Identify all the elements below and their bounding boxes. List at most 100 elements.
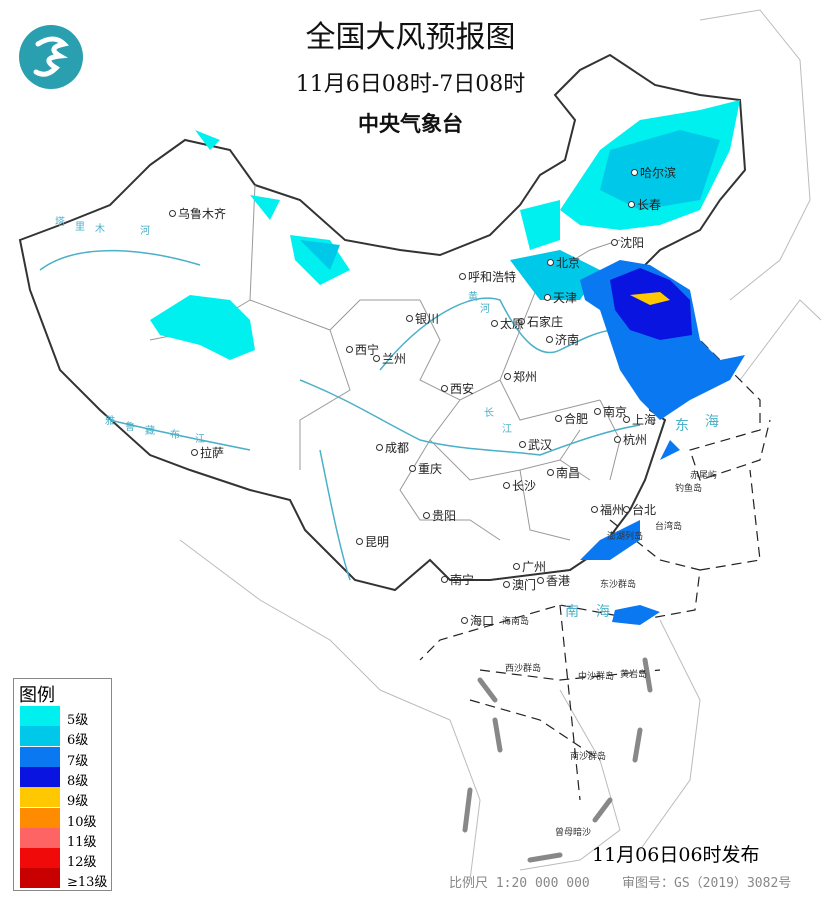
city-label: 西宁 xyxy=(355,343,380,357)
city-label: 武汉 xyxy=(528,438,553,452)
city-marker-icon xyxy=(373,355,380,362)
city-marker-icon xyxy=(623,506,630,513)
legend-item: 5级 xyxy=(20,706,108,728)
water-label: 南 xyxy=(565,604,579,620)
legend-item: ≥13级 xyxy=(20,868,108,891)
city-marker-icon xyxy=(459,273,466,280)
water-label: 江 xyxy=(195,434,205,445)
legend-swatch xyxy=(20,746,60,767)
water-label: 黄 xyxy=(468,292,478,303)
city-label: 杭州 xyxy=(623,433,648,447)
legend-label: 7级 xyxy=(67,753,89,769)
island-label: 赤尾屿 xyxy=(690,471,718,481)
legend-label: 12级 xyxy=(67,855,97,871)
city-marker-icon xyxy=(423,512,430,519)
city-label: 沈阳 xyxy=(620,236,645,250)
city-label: 贵阳 xyxy=(432,509,457,523)
legend-swatch xyxy=(20,827,60,848)
legend-label: ≥13级 xyxy=(67,875,108,891)
water-label: 东 xyxy=(675,418,689,434)
city-label: 石家庄 xyxy=(527,315,564,329)
city-marker-icon xyxy=(594,408,601,415)
legend-swatch xyxy=(20,726,60,747)
water-label: 海 xyxy=(705,414,719,430)
city-label: 郑州 xyxy=(513,370,538,384)
water-label: 藏 xyxy=(145,426,155,437)
city-label: 台北 xyxy=(632,503,657,517)
city-label: 香港 xyxy=(546,574,571,588)
city-marker-icon xyxy=(537,577,544,584)
city-label: 合肥 xyxy=(564,412,589,426)
city-marker-icon xyxy=(591,506,598,513)
forecast-period: 11月6日08时-7日08时 xyxy=(295,72,526,97)
city-marker-icon xyxy=(503,482,510,489)
city-label: 南京 xyxy=(603,405,628,419)
legend-label: 10级 xyxy=(67,814,97,830)
legend-item: 10级 xyxy=(20,807,108,830)
city-label: 成都 xyxy=(385,441,410,455)
city-label: 海口 xyxy=(470,614,495,628)
legend: 图例 5级 6级 7级 8级 9级 10级 11级 12级 ≥13级 xyxy=(13,678,112,891)
legend-swatch xyxy=(20,787,60,808)
city-marker-icon xyxy=(376,444,383,451)
city-marker-icon xyxy=(628,201,635,208)
sea-boundaries xyxy=(419,329,771,801)
issue-time: 11月06日06时发布 xyxy=(592,844,760,866)
legend-item: 7级 xyxy=(20,746,108,769)
city-label: 澳门 xyxy=(512,578,537,592)
wind-area-level9 xyxy=(630,292,670,305)
city-marker-icon xyxy=(555,415,562,422)
city-marker-icon xyxy=(546,336,553,343)
island-label: 澎湖列岛 xyxy=(607,532,644,542)
legend-swatch xyxy=(20,868,60,889)
map-review-number: 审图号：GS（2019）3082号 xyxy=(622,876,792,891)
legend-item: 12级 xyxy=(20,848,108,871)
water-label: 鲁 xyxy=(125,422,135,433)
nine-dash-line xyxy=(462,657,653,863)
city-marker-icon xyxy=(631,169,638,176)
city-label: 南昌 xyxy=(556,466,581,480)
city-label: 重庆 xyxy=(418,462,443,476)
legend-swatch xyxy=(20,848,60,869)
city-label: 广州 xyxy=(522,560,547,574)
city-label: 兰州 xyxy=(382,352,407,366)
city-marker-icon xyxy=(547,469,554,476)
island-label: 海南岛 xyxy=(502,617,530,627)
city-marker-icon xyxy=(623,416,630,423)
city-label: 长春 xyxy=(637,198,662,212)
city-marker-icon xyxy=(614,436,621,443)
city-marker-icon xyxy=(461,617,468,624)
city-label: 太原 xyxy=(500,317,525,331)
water-label: 海 xyxy=(596,604,610,620)
wind-area-level6 xyxy=(300,130,720,300)
island-label: 东沙群岛 xyxy=(600,580,637,590)
city-marker-icon xyxy=(504,373,511,380)
legend-item: 6级 xyxy=(20,726,108,748)
city-label: 昆明 xyxy=(365,535,390,549)
legend-label: 8级 xyxy=(67,773,89,789)
water-label: 里 xyxy=(75,222,85,233)
legend-item: 8级 xyxy=(20,766,108,789)
city-marker-icon xyxy=(611,239,618,246)
city-marker-icon xyxy=(544,294,551,301)
cma-logo-icon xyxy=(19,25,83,89)
city-marker-icon xyxy=(346,346,353,353)
island-label: 西沙群岛 xyxy=(505,664,542,674)
city-marker-icon xyxy=(441,385,448,392)
city-label: 拉萨 xyxy=(200,446,225,460)
issuer: 中央气象台 xyxy=(358,112,463,136)
city-label: 天津 xyxy=(553,291,578,305)
legend-item: 11级 xyxy=(20,827,108,850)
city-marker-icon xyxy=(409,465,416,472)
wind-area-level5 xyxy=(150,100,740,360)
map-title: 全国大风预报图 xyxy=(305,20,516,55)
water-label: 河 xyxy=(480,304,490,315)
city-label: 乌鲁木齐 xyxy=(178,207,227,221)
water-label: 木 xyxy=(95,224,105,235)
city-marker-icon xyxy=(519,441,526,448)
legend-label: 11级 xyxy=(67,834,97,850)
water-label: 塔 xyxy=(55,217,65,228)
city-label: 福州 xyxy=(600,503,625,517)
city-marker-icon xyxy=(547,259,554,266)
